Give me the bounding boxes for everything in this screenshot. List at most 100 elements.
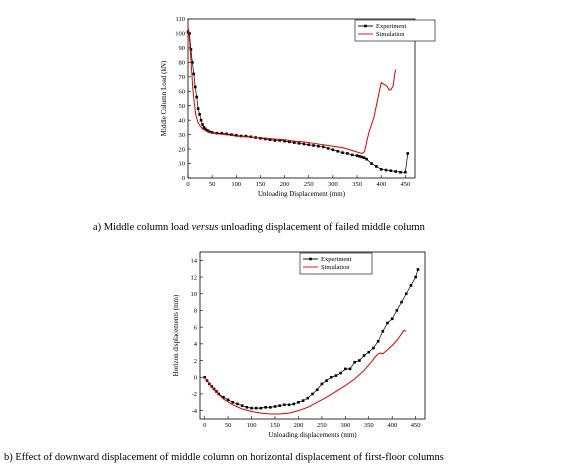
data-point bbox=[208, 130, 212, 134]
data-point bbox=[297, 142, 301, 145]
data-point bbox=[389, 169, 393, 173]
series-line-experiment bbox=[187, 31, 409, 173]
data-point bbox=[334, 374, 338, 377]
data-point bbox=[307, 143, 311, 147]
x-tick-label: 50 bbox=[225, 422, 232, 429]
data-point bbox=[203, 375, 206, 379]
data-point bbox=[329, 375, 333, 379]
y-tick-label: 0 bbox=[182, 175, 185, 182]
data-point bbox=[198, 113, 201, 116]
data-point bbox=[206, 129, 209, 132]
data-point bbox=[245, 406, 249, 409]
y-tick-label: 14 bbox=[191, 258, 198, 265]
data-point bbox=[414, 275, 417, 279]
legend-marker bbox=[309, 257, 312, 261]
data-point bbox=[288, 140, 291, 144]
x-axis-label: Unloading displacements (mm) bbox=[268, 431, 357, 439]
y-tick-label: 110 bbox=[175, 16, 185, 23]
y-tick-label: 100 bbox=[175, 31, 185, 38]
data-point bbox=[201, 123, 204, 126]
data-point bbox=[191, 61, 194, 64]
data-point bbox=[306, 396, 310, 400]
chart-load-vs-displacement: 0 50 100 150 200 250 300 350 400 450 0 10 20 30 40 50 60… bbox=[160, 16, 436, 198]
data-point bbox=[348, 367, 352, 371]
data-point bbox=[406, 152, 410, 155]
caption-a-emphasis: versus bbox=[191, 222, 219, 233]
data-point bbox=[320, 382, 324, 386]
data-point bbox=[264, 406, 267, 409]
x-tick-label: 300 bbox=[340, 422, 350, 429]
data-point bbox=[355, 154, 359, 157]
data-point bbox=[273, 139, 277, 142]
y-tick-label: 90 bbox=[179, 45, 186, 52]
data-point bbox=[358, 359, 361, 362]
plot-frame-1 bbox=[187, 18, 416, 179]
series-line-simulation bbox=[204, 329, 407, 415]
y-tick-label: 10 bbox=[179, 161, 186, 168]
data-point bbox=[317, 144, 320, 148]
data-point bbox=[225, 132, 228, 136]
data-point bbox=[321, 145, 325, 149]
data-point bbox=[379, 168, 383, 171]
data-point bbox=[404, 292, 408, 296]
data-point bbox=[283, 139, 286, 143]
data-point bbox=[240, 404, 244, 407]
data-point bbox=[222, 395, 225, 399]
caption-b: b) Effect of downward displacement of mi… bbox=[4, 452, 444, 463]
y-tick-label: 4 bbox=[194, 341, 198, 348]
data-point bbox=[365, 157, 369, 161]
data-point bbox=[350, 153, 354, 157]
x-tick-label: 200 bbox=[280, 181, 290, 188]
data-point bbox=[234, 134, 238, 137]
data-point bbox=[395, 309, 399, 312]
data-point bbox=[409, 284, 413, 287]
data-point bbox=[384, 168, 388, 172]
data-point bbox=[230, 133, 233, 136]
data-point bbox=[292, 402, 296, 406]
x-tick-label: 350 bbox=[364, 422, 374, 429]
series-line-simulation bbox=[187, 26, 397, 154]
y-tick-label: 30 bbox=[179, 132, 186, 139]
data-point bbox=[336, 149, 340, 153]
data-point bbox=[263, 137, 267, 141]
data-point bbox=[287, 403, 291, 407]
data-point bbox=[199, 118, 203, 122]
y-tick-label: 80 bbox=[179, 60, 186, 67]
data-point bbox=[254, 406, 258, 410]
data-point bbox=[390, 317, 394, 321]
data-point bbox=[269, 406, 272, 409]
data-point bbox=[381, 330, 385, 333]
data-point bbox=[362, 156, 366, 160]
y-axis-label: Horizon displacements (mm) bbox=[172, 294, 180, 376]
data-point bbox=[353, 360, 356, 364]
data-point bbox=[370, 162, 373, 165]
caption-a: a) Middle column load versus unloading d… bbox=[93, 222, 425, 233]
data-point bbox=[268, 138, 272, 141]
legend-marker bbox=[364, 24, 367, 28]
legend-label: Simulation bbox=[376, 31, 405, 38]
data-point bbox=[195, 95, 198, 99]
legend-label: Experiment bbox=[376, 23, 407, 30]
x-tick-label: 100 bbox=[231, 181, 241, 188]
y-tick-label: 8 bbox=[194, 308, 197, 315]
x-tick-label: 150 bbox=[256, 181, 266, 188]
data-point bbox=[186, 30, 190, 34]
data-point bbox=[344, 367, 347, 371]
data-point bbox=[193, 85, 197, 89]
data-point bbox=[283, 403, 286, 407]
data-point bbox=[325, 379, 328, 382]
data-point bbox=[189, 48, 193, 51]
data-point bbox=[367, 350, 371, 354]
legend-box bbox=[299, 252, 373, 275]
data-point bbox=[362, 354, 366, 357]
x-tick-label: 0 bbox=[186, 181, 189, 188]
legend-label: Experiment bbox=[321, 256, 352, 263]
y-tick-label: 2 bbox=[194, 358, 197, 365]
data-point bbox=[372, 346, 375, 350]
plot-frame-2 bbox=[199, 251, 426, 420]
data-point bbox=[301, 399, 305, 402]
data-point bbox=[273, 405, 277, 408]
x-tick-label: 100 bbox=[247, 422, 257, 429]
data-point bbox=[404, 170, 407, 174]
